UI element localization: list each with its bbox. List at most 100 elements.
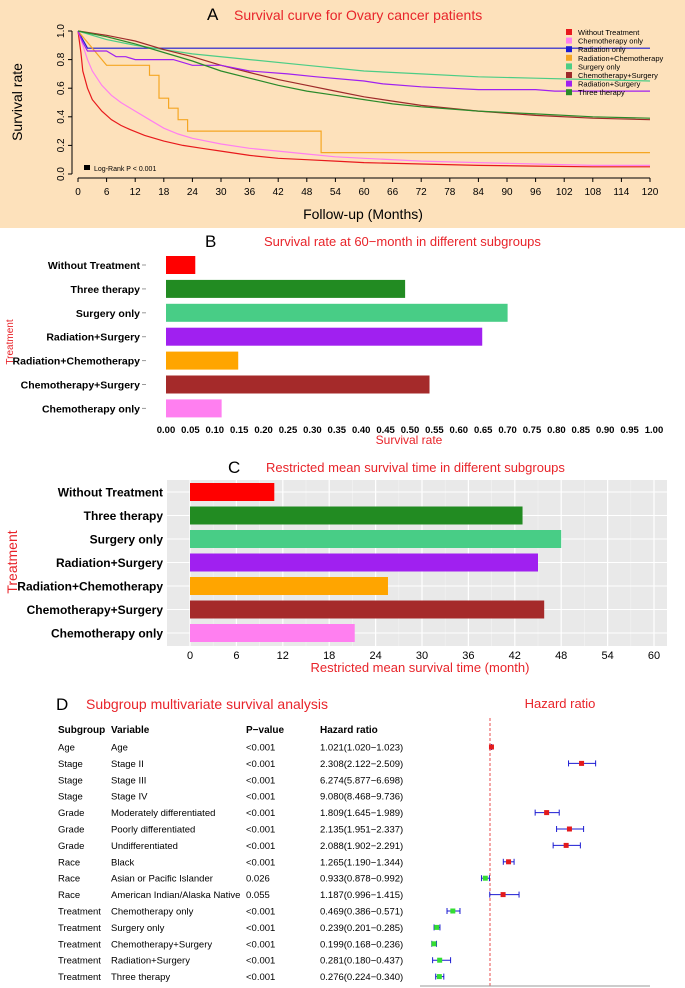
d-cell-pvalue: <0.001: [246, 956, 275, 967]
legend-label: Radiation only: [578, 45, 626, 54]
d-cell-pvalue: <0.001: [246, 825, 275, 836]
d-cell-subgroup: Treatment: [58, 956, 101, 967]
d-cell-variable: Stage II: [111, 759, 144, 770]
b-bar: [166, 279, 406, 298]
d-cell-hr: 0.933(0.878−0.992): [320, 874, 403, 885]
b-x-tick-label: 0.05: [181, 425, 200, 436]
c-bar: [190, 577, 388, 595]
b-x-tick-label: 0.65: [474, 425, 493, 436]
c-x-tick-label: 48: [555, 650, 567, 662]
a-x-tick-label: 6: [104, 187, 110, 198]
d-cell-subgroup: Treatment: [58, 923, 101, 934]
d-cell-subgroup: Grade: [58, 841, 84, 852]
a-y-tick-label: 0.8: [56, 52, 67, 66]
d-cell-subgroup: Treatment: [58, 907, 101, 918]
c-bar: [190, 530, 562, 548]
d-cell-subgroup: Treatment: [58, 972, 101, 983]
survival-curve-7: [77, 30, 651, 119]
d-cell-pvalue: <0.001: [246, 972, 275, 983]
panel-c-ylabel: Treatment: [4, 530, 20, 593]
c-category-label: Without Treatment: [58, 486, 163, 500]
a-y-tick-label: 0.0: [56, 167, 67, 181]
c-category-label: Chemotherapy only: [51, 627, 163, 641]
d-cell-hr: 1.265(1.190−1.344): [320, 857, 403, 868]
b-x-tick-label: 0.45: [376, 425, 395, 436]
d-cell-variable: Radiation+Surgery: [111, 956, 190, 967]
c-x-tick-label: 18: [323, 650, 335, 662]
forest-point: [544, 810, 550, 816]
c-bar: [190, 506, 523, 525]
forest-point: [450, 908, 456, 914]
legend-swatch: [566, 63, 572, 70]
c-x-tick-label: 36: [462, 650, 474, 662]
c-x-tick-label: 0: [187, 650, 193, 662]
d-cell-subgroup: Grade: [58, 825, 84, 836]
c-x-tick-label: 42: [509, 650, 521, 662]
b-x-tick-label: 0.20: [254, 425, 273, 436]
legend-swatch: [566, 72, 572, 78]
a-y-tick-label: 1.0: [56, 24, 67, 38]
d-cell-pvalue: <0.001: [246, 857, 275, 868]
d-cell-variable: Asian or Pacific Islander: [111, 874, 213, 885]
c-category-label: Radiation+Chemotherapy: [17, 580, 163, 594]
panel-a: A Survival curve for Ovary cancer patien…: [0, 0, 685, 228]
survival-curve-2: [77, 30, 650, 49]
a-y-tick-label: 0.6: [56, 81, 67, 95]
c-bar: [190, 600, 545, 619]
b-x-tick-label: 0.35: [328, 425, 347, 436]
panel-d-forest: [420, 718, 650, 987]
b-x-tick-label: 0.25: [279, 425, 298, 436]
d-cell-subgroup: Stage: [58, 792, 83, 803]
c-x-tick-label: 6: [233, 650, 239, 662]
legend-swatch: [566, 80, 572, 87]
b-x-tick-label: 0.10: [206, 425, 225, 436]
c-bar: [190, 553, 538, 572]
a-x-tick-label: 78: [444, 187, 456, 198]
legend-label: Radiation+Surgery: [578, 80, 641, 89]
forest-point: [563, 842, 569, 848]
d-cell-variable: Undifferentiated: [111, 841, 178, 852]
d-cell-hr: 6.274(5.877−6.698): [320, 775, 403, 786]
c-bar: [190, 483, 275, 501]
b-category-label: Three therapy: [71, 284, 141, 296]
survival-curve-1: [77, 30, 650, 166]
panel-b-title: Survival rate at 60−month in different s…: [264, 234, 541, 249]
d-cell-variable: American Indian/Alaska Native: [111, 890, 240, 901]
d-cell-pvalue: <0.001: [246, 775, 275, 786]
forest-point: [482, 875, 488, 881]
panel-d: D Subgroup multivariate survival analysi…: [56, 695, 650, 987]
d-cell-hr: 1.809(1.645−1.989): [320, 808, 403, 819]
d-cell-hr: 0.281(0.180−0.437): [320, 956, 403, 967]
a-y-tick-label: 0.2: [56, 138, 67, 152]
d-header-pvalue: P−value: [246, 725, 285, 736]
b-x-tick-label: 0.40: [352, 425, 371, 436]
a-x-tick-label: 108: [584, 187, 601, 198]
d-cell-subgroup: Grade: [58, 808, 84, 819]
a-x-tick-label: 48: [301, 187, 313, 198]
b-category-label: Chemotherapy only: [42, 403, 140, 415]
c-category-label: Three therapy: [84, 509, 164, 523]
d-cell-hr: 1.187(0.996−1.415): [320, 890, 403, 901]
d-cell-subgroup: Race: [58, 890, 80, 901]
b-x-tick-label: 0.55: [425, 425, 444, 436]
d-cell-hr: 0.239(0.201−0.285): [320, 923, 403, 934]
d-cell-pvalue: 0.026: [246, 874, 270, 885]
b-x-tick-label: 0.75: [523, 425, 542, 436]
c-x-tick-label: 24: [369, 650, 381, 662]
legend-label: Surgery only: [578, 62, 620, 71]
d-cell-variable: Three therapy: [111, 972, 170, 983]
a-x-tick-label: 42: [273, 187, 285, 198]
panel-a-letter: A: [207, 5, 219, 24]
legend-label: Chemotherapy+Surgery: [578, 71, 658, 80]
panel-d-title: Subgroup multivariate survival analysis: [86, 696, 328, 712]
c-category-label: Chemotherapy+Surgery: [27, 603, 164, 617]
panel-b-chart: Without Treatment Three therapy Surgery on…: [13, 256, 664, 436]
panel-a-curves: [77, 30, 651, 168]
d-cell-variable: Chemotherapy+Surgery: [111, 939, 212, 950]
forest-point: [434, 924, 440, 930]
b-x-tick-label: 1.00: [645, 425, 664, 436]
b-x-tick-label: 0.15: [230, 425, 249, 436]
b-x-tick-label: 0.00: [157, 425, 176, 436]
survival-curve-4: [77, 30, 651, 82]
d-cell-variable: Stage III: [111, 775, 146, 786]
